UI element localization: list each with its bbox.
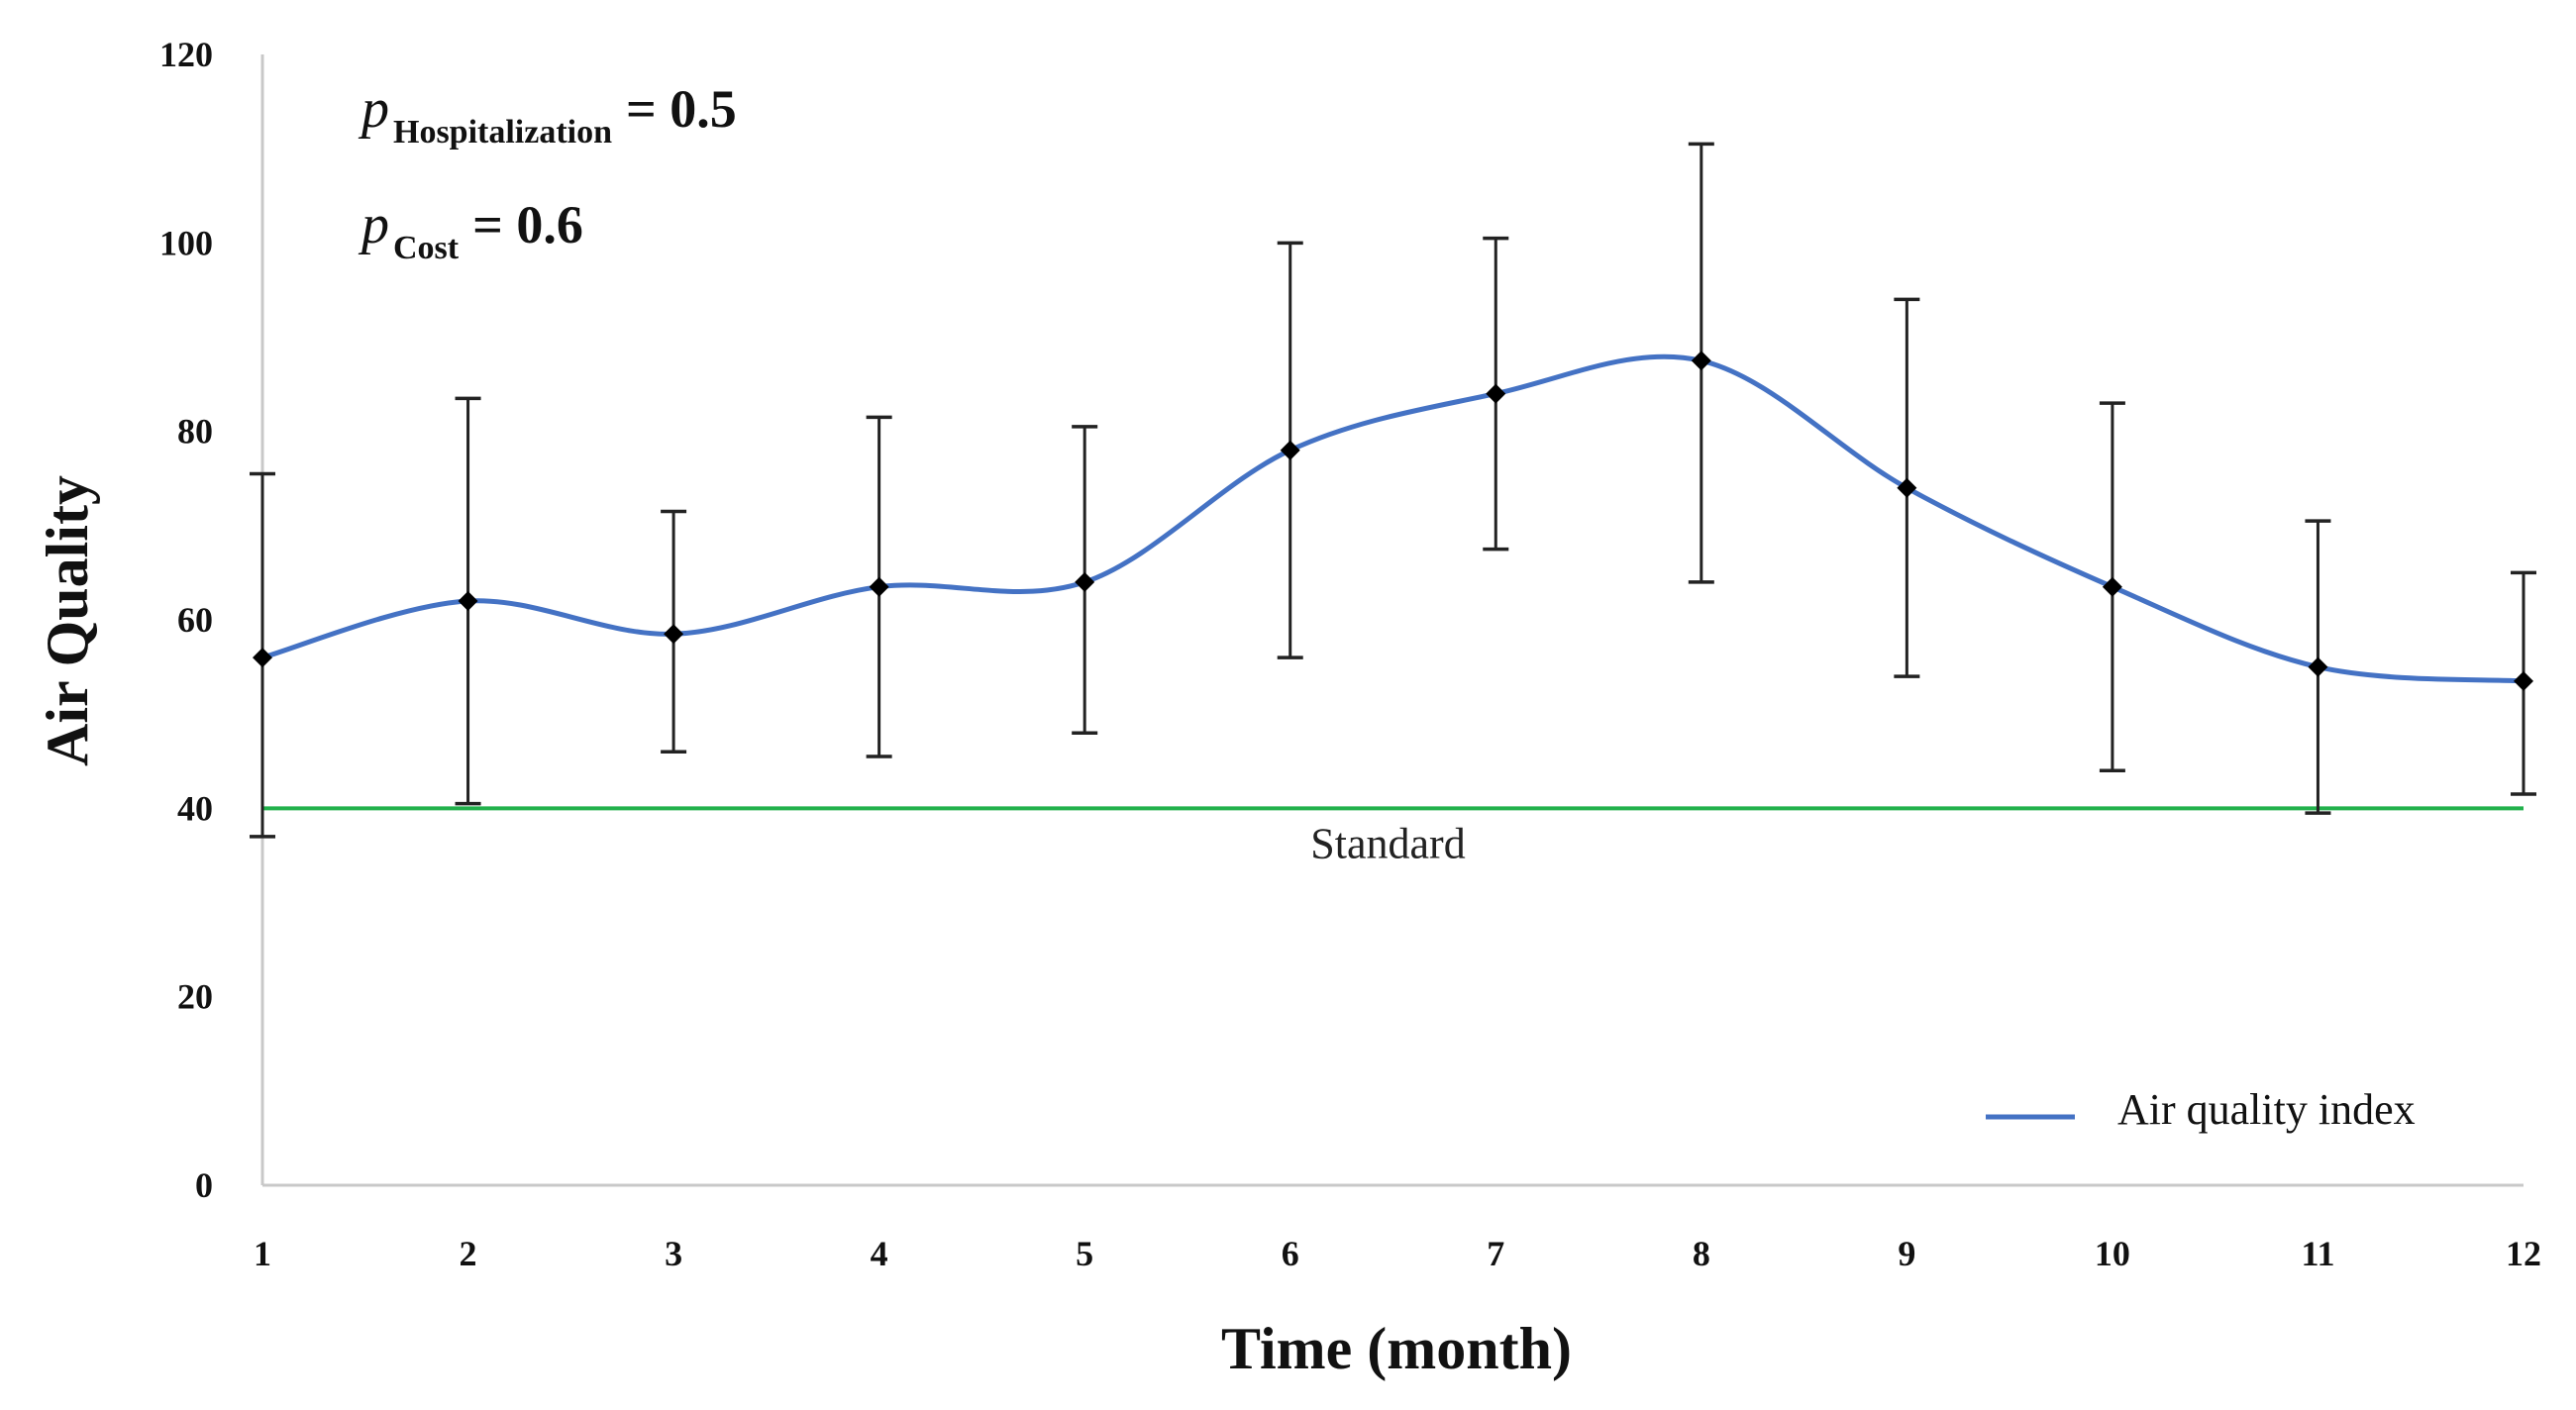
x-tick-label: 10: [2095, 1234, 2130, 1273]
x-tick-label: 12: [2506, 1234, 2541, 1273]
y-tick-label: 60: [177, 600, 213, 640]
x-axis-title: Time (month): [1221, 1316, 1572, 1381]
x-tick-label: 11: [2301, 1234, 2334, 1273]
y-tick-labels: 0 20 40 60 80 100 120: [159, 35, 213, 1205]
data-point: [1075, 571, 1095, 592]
series-group: [261, 353, 2524, 684]
data-point: [458, 590, 478, 611]
annotation-value: = 0.5: [626, 79, 737, 139]
y-axis-title: Air Quality: [35, 475, 100, 766]
data-point: [1691, 351, 1711, 371]
x-tick-label: 9: [1898, 1234, 1915, 1273]
y-tick-label: 100: [159, 223, 213, 262]
annotation-symbol: p: [358, 78, 389, 140]
x-tick-label: 2: [460, 1234, 477, 1273]
y-tick-label: 80: [177, 412, 213, 452]
standard-label: Standard: [1310, 819, 1465, 867]
data-points: [253, 351, 2533, 691]
data-point: [1280, 440, 1300, 460]
x-tick-label: 6: [1282, 1234, 1299, 1273]
x-tick-label: 5: [1076, 1234, 1093, 1273]
y-tick-label: 0: [195, 1165, 213, 1205]
data-point: [2102, 576, 2122, 597]
x-tick-labels: 1 2 3 4 5 6 7 8 9 10 11 12: [254, 1234, 2541, 1273]
legend-label: Air quality index: [2117, 1085, 2416, 1134]
data-point: [664, 624, 684, 645]
legend: Air quality index: [1986, 1085, 2416, 1134]
annotation-subscript: Cost: [393, 230, 460, 266]
x-tick-label: 1: [254, 1234, 271, 1273]
y-tick-label: 20: [177, 977, 213, 1017]
data-point: [1486, 383, 1506, 404]
x-tick-label: 4: [871, 1234, 888, 1273]
annotation-subscript: Hospitalization: [393, 114, 612, 151]
annotations: p Hospitalization = 0.5 p Cost = 0.6: [358, 78, 737, 266]
error-bars: [250, 142, 2536, 839]
reference-line-group: Standard: [262, 806, 2524, 867]
y-tick-label: 40: [177, 788, 213, 828]
x-tick-label: 7: [1487, 1234, 1504, 1273]
annotation-symbol: p: [358, 194, 389, 255]
data-point: [253, 648, 272, 668]
y-tick-label: 120: [159, 35, 213, 74]
data-point: [1897, 477, 1917, 498]
x-tick-label: 3: [665, 1234, 682, 1273]
annotation-hospitalization: p Hospitalization = 0.5: [358, 78, 737, 151]
annotation-value: = 0.6: [472, 195, 583, 254]
annotation-cost: p Cost = 0.6: [358, 194, 583, 266]
x-tick-label: 8: [1693, 1234, 1710, 1273]
data-point: [2308, 656, 2328, 677]
data-point: [869, 576, 889, 597]
air-quality-line: [261, 353, 2524, 684]
data-point: [2514, 670, 2533, 691]
